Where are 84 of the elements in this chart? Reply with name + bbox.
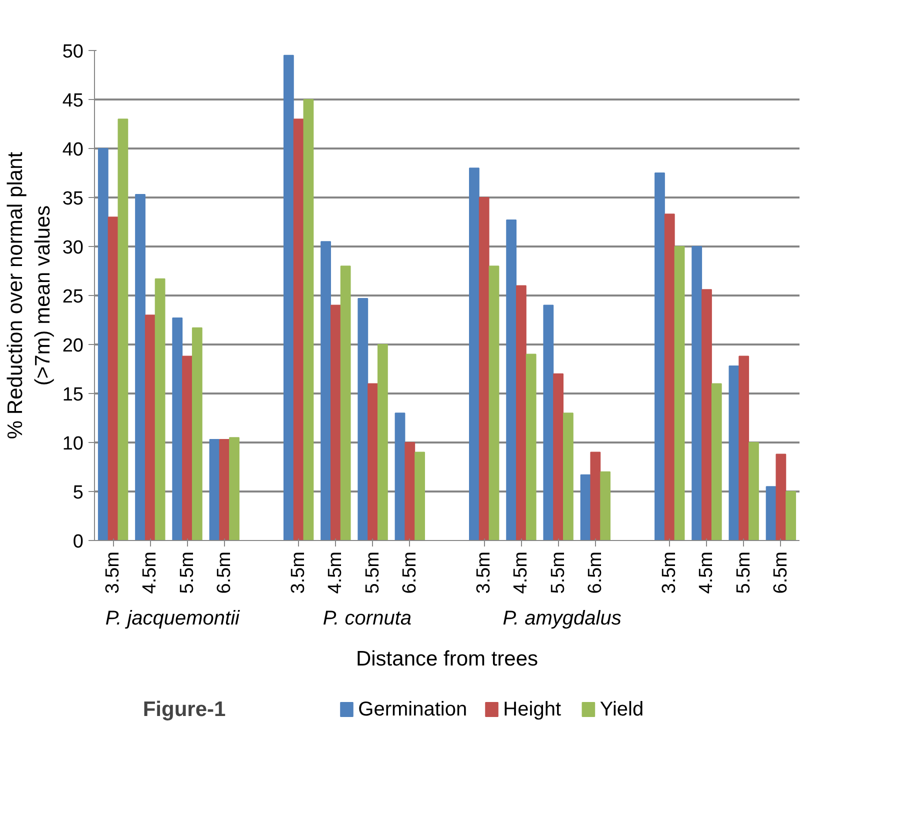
y-tick-label: 10 (62, 434, 84, 454)
bar (229, 437, 240, 540)
bar (209, 439, 220, 540)
y-tick-label: 30 (62, 238, 84, 258)
x-tick-label: 4.5m (696, 551, 718, 594)
bar (340, 266, 351, 540)
x-tick-label: 6.5m (584, 551, 606, 594)
y-tick-label: 45 (62, 90, 84, 112)
y-tick-label: 35 (62, 188, 84, 210)
legend-label: Germination (358, 698, 468, 720)
x-tick-label: 5.5m (176, 551, 198, 594)
bar (543, 304, 554, 540)
bar (674, 246, 685, 540)
bar (478, 197, 490, 540)
x-tick-label: 4.5m (325, 551, 346, 594)
x-tick-label: 3.5m (102, 551, 124, 594)
y-tick-label: 40 (62, 140, 84, 160)
bar (600, 471, 611, 540)
bar (293, 118, 304, 540)
y-tick-label: 15 (62, 384, 84, 406)
bar (748, 442, 759, 540)
bar (776, 454, 786, 540)
bar (182, 356, 192, 540)
legend-label: Height (503, 698, 562, 720)
x-tick-label: 6.5m (214, 551, 235, 594)
bar (172, 318, 183, 540)
bar (506, 220, 517, 540)
x-tick-label: 3.5m (288, 551, 310, 594)
y-axis-title: % Reduction over normal plant (>7m) mean values (4, 152, 54, 440)
bar (330, 304, 341, 540)
bar (786, 491, 796, 540)
bar (728, 366, 740, 540)
x-tick-label: 6.5m (399, 551, 420, 594)
y-tick-label: 20 (62, 336, 84, 356)
bar (414, 452, 425, 540)
y-tick-label: 50 (62, 42, 84, 62)
x-tick-label: 3.5m (474, 551, 495, 594)
y-tick-label: 5 (72, 482, 84, 504)
x-tick-label: 4.5m (510, 551, 532, 594)
x-tick-label: 4.5m (140, 551, 161, 594)
bar (766, 486, 776, 540)
bar (108, 216, 118, 540)
bar (563, 412, 574, 540)
bar (135, 194, 146, 540)
x-tick-label: 5.5m (362, 551, 384, 594)
text: P. jacquemontii (105, 608, 240, 630)
bar (320, 241, 331, 540)
bar (358, 298, 368, 540)
bar (664, 214, 675, 540)
x-tick-label: 5.5m (733, 551, 754, 594)
bar (283, 54, 294, 540)
bar (118, 118, 128, 540)
x-tick-label: 3.5m (659, 551, 680, 594)
bar (516, 285, 526, 540)
bar (488, 266, 500, 540)
legend-label: Yield (600, 698, 644, 720)
bar (469, 168, 480, 540)
bar (692, 246, 702, 540)
bar (738, 356, 750, 540)
bar (192, 327, 202, 540)
x-axis-title: Distance from trees (356, 648, 538, 670)
bar (404, 442, 416, 540)
bar (526, 354, 536, 540)
y-tick-label: 0 (72, 532, 84, 552)
bar (711, 383, 722, 540)
bar (144, 314, 156, 540)
bar (394, 412, 406, 540)
bar (702, 289, 712, 540)
bar (98, 148, 108, 540)
bar (368, 383, 378, 540)
bar (219, 439, 230, 540)
text: Figure-1 (142, 698, 226, 721)
bar (654, 172, 665, 540)
bar (303, 99, 314, 540)
bar (553, 373, 564, 540)
x-tick-label: 5.5m (548, 551, 569, 594)
text: P. cornuta (322, 608, 412, 630)
bar (154, 278, 166, 540)
bar (580, 474, 591, 540)
y-tick-label: 25 (62, 286, 84, 308)
text: P. amygdalus (502, 608, 622, 630)
bar (377, 344, 388, 540)
x-tick-label: 6.5m (770, 551, 792, 594)
bar (590, 452, 601, 540)
